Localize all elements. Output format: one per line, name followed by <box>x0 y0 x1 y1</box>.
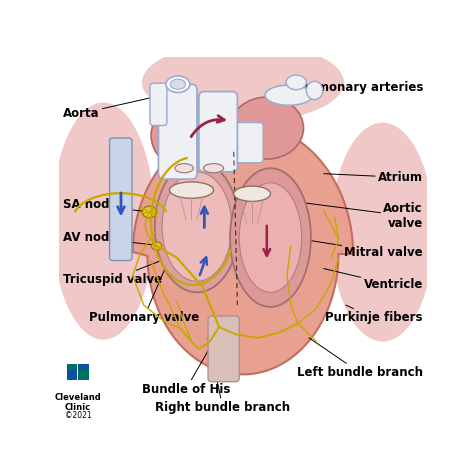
Text: ©2021: ©2021 <box>64 411 91 420</box>
FancyBboxPatch shape <box>199 91 237 172</box>
Text: Ventricle: Ventricle <box>324 269 423 292</box>
FancyBboxPatch shape <box>208 316 239 382</box>
Ellipse shape <box>306 82 323 100</box>
Ellipse shape <box>52 102 155 340</box>
Text: Mitral valve: Mitral valve <box>280 236 423 259</box>
Ellipse shape <box>142 206 156 218</box>
Polygon shape <box>133 123 353 374</box>
Text: Aorta: Aorta <box>63 95 162 120</box>
Text: Bundle of His: Bundle of His <box>142 329 230 395</box>
Text: SA node: SA node <box>63 198 149 212</box>
Ellipse shape <box>170 79 186 90</box>
Text: Purkinje fibers: Purkinje fibers <box>326 305 423 324</box>
Bar <box>78 370 89 381</box>
Text: Right bundle branch: Right bundle branch <box>155 338 290 414</box>
FancyBboxPatch shape <box>150 83 167 126</box>
Ellipse shape <box>230 168 311 307</box>
Ellipse shape <box>162 172 232 282</box>
FancyBboxPatch shape <box>158 84 197 179</box>
Ellipse shape <box>234 186 271 201</box>
Ellipse shape <box>170 182 213 198</box>
Ellipse shape <box>151 100 228 170</box>
Bar <box>66 364 77 374</box>
Ellipse shape <box>239 183 301 292</box>
Text: Cleveland
Clinic: Cleveland Clinic <box>55 392 101 412</box>
Ellipse shape <box>142 42 344 123</box>
Text: Pulmonary valve: Pulmonary valve <box>89 203 199 324</box>
Ellipse shape <box>175 164 193 173</box>
Text: Pulmonary arteries: Pulmonary arteries <box>291 82 423 94</box>
Ellipse shape <box>152 242 162 250</box>
FancyBboxPatch shape <box>227 123 263 163</box>
Ellipse shape <box>286 75 306 90</box>
Text: Tricuspid valve: Tricuspid valve <box>63 259 164 286</box>
Ellipse shape <box>331 123 434 342</box>
Text: Atrium: Atrium <box>324 171 423 184</box>
Bar <box>78 364 89 374</box>
Ellipse shape <box>166 76 190 92</box>
Bar <box>66 370 77 381</box>
Ellipse shape <box>265 85 313 105</box>
Text: Left bundle branch: Left bundle branch <box>297 338 423 379</box>
Ellipse shape <box>203 164 224 173</box>
Ellipse shape <box>230 97 303 159</box>
Text: AV node: AV node <box>63 231 153 245</box>
Text: Aortic
valve: Aortic valve <box>234 194 423 229</box>
Ellipse shape <box>155 161 239 292</box>
FancyBboxPatch shape <box>109 138 132 261</box>
